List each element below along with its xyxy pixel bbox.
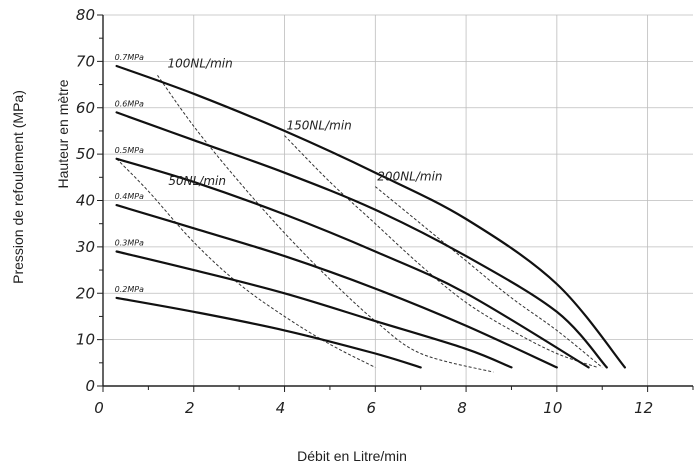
air-curve-150nl-min <box>284 135 598 368</box>
air-flow-label: 200NL/min <box>377 170 442 184</box>
y-tick-label: 20 <box>76 284 95 302</box>
y-tick-label: 0 <box>85 377 95 395</box>
y-tick-label: 50 <box>76 145 95 163</box>
y-axis-title-outer: Pression de refoulement (MPa) <box>10 90 26 284</box>
pressure-curve-0-4mpa <box>115 204 558 369</box>
pressure-curves <box>115 64 626 369</box>
pressure-label: 0.2MPa <box>115 285 144 294</box>
pressure-label: 0.3MPa <box>115 239 144 248</box>
pressure-curve-0-6mpa <box>115 111 608 369</box>
pressure-curve-0-7mpa <box>115 64 626 369</box>
pressure-label: 0.6MPa <box>115 99 144 108</box>
axes <box>97 14 694 392</box>
x-axis-title: Débit en Litre/min <box>297 448 407 464</box>
x-tick-label: 4 <box>276 399 286 417</box>
air-curve-100nl-min <box>157 75 494 373</box>
x-tick-label: 2 <box>185 399 195 417</box>
air-flow-label: 50NL/min <box>168 174 226 188</box>
x-tick-label: 6 <box>367 399 377 417</box>
air-curve-50nl-min <box>116 158 376 368</box>
y-tick-label: 70 <box>76 52 95 70</box>
x-tick-label: 10 <box>543 399 562 417</box>
air-flow-label: 100NL/min <box>167 56 232 70</box>
air-flow-label: 150NL/min <box>287 119 352 133</box>
x-tick-label: 0 <box>94 399 104 417</box>
y-tick-label: 10 <box>76 331 95 349</box>
labels: 0 2 4 6 8 10 12 0 10 20 30 40 50 60 70 80 0.7MPa 0.6MPa 0.… <box>76 6 653 417</box>
y-tick-label: 40 <box>76 192 95 210</box>
pressure-curve-0-5mpa <box>115 157 590 369</box>
x-tick-label: 8 <box>457 399 467 417</box>
x-tick-label: 12 <box>634 399 653 417</box>
air-curve-200nl-min <box>374 186 603 368</box>
grid <box>103 14 693 386</box>
y-tick-label: 80 <box>76 6 95 24</box>
pressure-curve-0-3mpa <box>115 250 513 369</box>
pressure-curve-0-2mpa <box>115 296 422 369</box>
y-axis-title-inner: Hauteur en mètre <box>55 79 71 188</box>
y-tick-label: 30 <box>76 238 95 256</box>
y-tick-label: 60 <box>76 99 95 117</box>
air-flow-curves <box>116 75 603 373</box>
pressure-label: 0.4MPa <box>115 192 144 201</box>
pressure-label: 0.5MPa <box>115 146 144 155</box>
pressure-label: 0.7MPa <box>115 53 144 62</box>
